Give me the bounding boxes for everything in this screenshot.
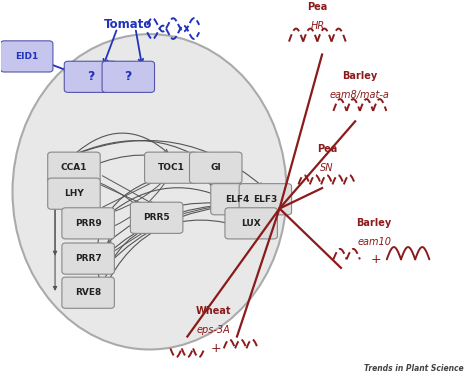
Text: Trends in Plant Science: Trends in Plant Science [364, 364, 464, 373]
FancyBboxPatch shape [62, 277, 114, 308]
FancyBboxPatch shape [48, 178, 100, 209]
FancyBboxPatch shape [190, 152, 242, 183]
Text: ELF4: ELF4 [225, 195, 249, 204]
Text: ?: ? [125, 70, 132, 83]
Text: TOC1: TOC1 [157, 163, 184, 172]
Text: LHY: LHY [64, 189, 84, 198]
Text: ELF3: ELF3 [253, 195, 277, 204]
FancyBboxPatch shape [0, 41, 53, 72]
Text: Barley: Barley [342, 71, 377, 81]
Text: SN: SN [320, 163, 334, 173]
Text: GI: GI [210, 163, 221, 172]
Text: LUX: LUX [241, 219, 261, 228]
Ellipse shape [12, 34, 287, 350]
FancyBboxPatch shape [62, 243, 114, 274]
FancyBboxPatch shape [225, 208, 277, 239]
Text: Tomato: Tomato [104, 19, 153, 31]
Text: EID1: EID1 [15, 52, 38, 61]
Text: eam8/mat-a: eam8/mat-a [330, 90, 390, 100]
FancyBboxPatch shape [145, 152, 197, 183]
Text: Wheat: Wheat [196, 306, 231, 316]
FancyBboxPatch shape [239, 184, 292, 215]
FancyBboxPatch shape [130, 202, 183, 233]
Text: +: + [371, 253, 382, 266]
Text: PRR9: PRR9 [75, 219, 101, 228]
FancyBboxPatch shape [102, 61, 155, 92]
Text: PRR7: PRR7 [75, 254, 101, 263]
Text: ?: ? [87, 70, 94, 83]
Text: CCA1: CCA1 [61, 163, 87, 172]
Text: Pea: Pea [307, 2, 328, 12]
Text: HR: HR [310, 21, 324, 31]
Text: +: + [210, 342, 221, 355]
FancyBboxPatch shape [62, 208, 114, 239]
Text: Barley: Barley [356, 218, 392, 228]
Text: PRR5: PRR5 [143, 213, 170, 222]
Text: eps-3A: eps-3A [197, 325, 230, 335]
Text: RVE8: RVE8 [75, 288, 101, 297]
FancyBboxPatch shape [211, 184, 263, 215]
Text: Pea: Pea [317, 144, 337, 153]
FancyBboxPatch shape [48, 152, 100, 183]
Text: eam10: eam10 [357, 237, 391, 247]
FancyBboxPatch shape [64, 61, 117, 92]
